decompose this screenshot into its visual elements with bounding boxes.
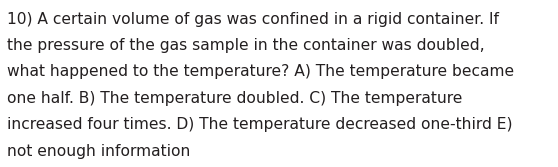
Text: the pressure of the gas sample in the container was doubled,: the pressure of the gas sample in the co… [7,38,485,53]
Text: what happened to the temperature? A) The temperature became: what happened to the temperature? A) The… [7,64,514,79]
Text: one half. B) The temperature doubled. C) The temperature: one half. B) The temperature doubled. C)… [7,91,463,106]
Text: 10) A certain volume of gas was confined in a rigid container. If: 10) A certain volume of gas was confined… [7,12,499,27]
Text: increased four times. D) The temperature decreased one-third E): increased four times. D) The temperature… [7,117,513,132]
Text: not enough information: not enough information [7,144,191,159]
